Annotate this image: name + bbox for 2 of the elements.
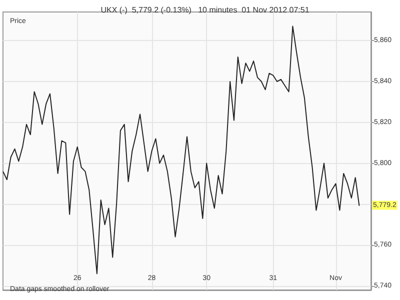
chart-title: UKX (-) 5,779.2 (-0.13%) 10 minutes 01 Nov 2012 07:51 xyxy=(100,6,310,14)
line-series xyxy=(2,26,360,274)
